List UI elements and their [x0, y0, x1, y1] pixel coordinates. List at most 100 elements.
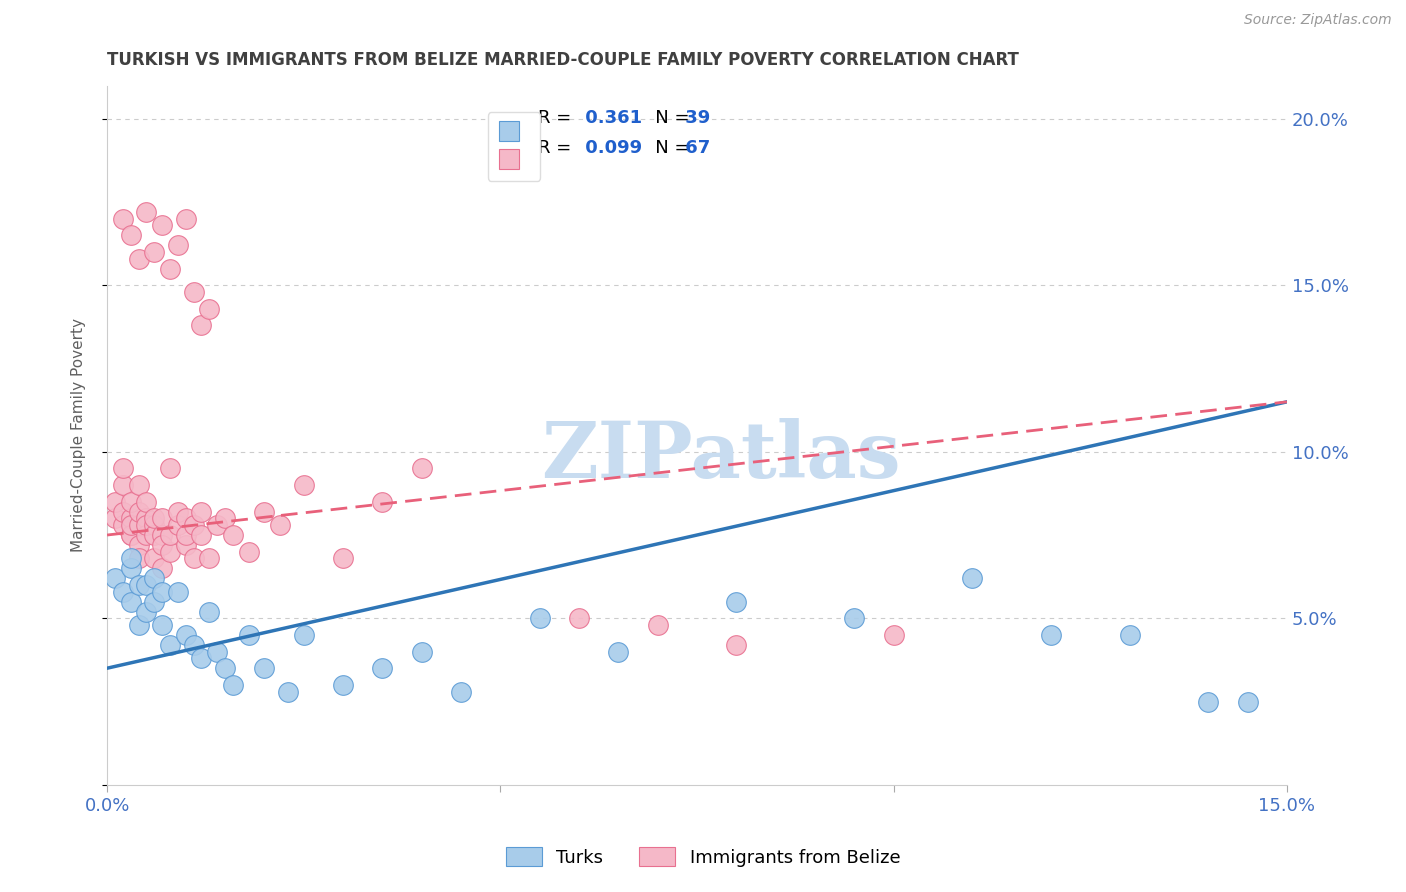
- Point: [529, 611, 551, 625]
- Point: [167, 505, 190, 519]
- Point: [120, 594, 142, 608]
- Point: [450, 684, 472, 698]
- Text: N =: N =: [638, 110, 696, 128]
- Point: [128, 538, 150, 552]
- Point: [214, 661, 236, 675]
- Point: [120, 228, 142, 243]
- Point: [143, 518, 166, 533]
- Point: [120, 528, 142, 542]
- Point: [150, 528, 173, 542]
- Point: [174, 538, 197, 552]
- Text: 0.099: 0.099: [579, 139, 643, 158]
- Point: [120, 494, 142, 508]
- Point: [183, 518, 205, 533]
- Point: [135, 494, 157, 508]
- Point: [135, 528, 157, 542]
- Point: [292, 628, 315, 642]
- Point: [371, 661, 394, 675]
- Point: [104, 511, 127, 525]
- Point: [725, 638, 748, 652]
- Point: [135, 511, 157, 525]
- Point: [111, 518, 134, 533]
- Point: [111, 211, 134, 226]
- Point: [292, 478, 315, 492]
- Point: [167, 584, 190, 599]
- Point: [150, 618, 173, 632]
- Text: R =: R =: [537, 139, 576, 158]
- Point: [198, 551, 221, 566]
- Point: [135, 205, 157, 219]
- Point: [205, 644, 228, 658]
- Text: 67: 67: [679, 139, 710, 158]
- Point: [883, 628, 905, 642]
- Point: [111, 461, 134, 475]
- Point: [111, 584, 134, 599]
- Point: [150, 219, 173, 233]
- Text: ZIPatlas: ZIPatlas: [541, 418, 900, 494]
- Point: [128, 518, 150, 533]
- Point: [150, 584, 173, 599]
- Point: [332, 551, 354, 566]
- Point: [183, 551, 205, 566]
- Point: [647, 618, 669, 632]
- Point: [143, 528, 166, 542]
- Point: [371, 494, 394, 508]
- Point: [1197, 694, 1219, 708]
- Point: [128, 578, 150, 592]
- Point: [120, 511, 142, 525]
- Point: [159, 528, 181, 542]
- Point: [198, 301, 221, 316]
- Point: [128, 252, 150, 266]
- Point: [143, 571, 166, 585]
- Point: [128, 618, 150, 632]
- Point: [277, 684, 299, 698]
- Point: [159, 544, 181, 558]
- Point: [150, 538, 173, 552]
- Point: [104, 494, 127, 508]
- Point: [120, 561, 142, 575]
- Point: [150, 511, 173, 525]
- Text: R =: R =: [537, 110, 576, 128]
- Point: [128, 478, 150, 492]
- Point: [143, 594, 166, 608]
- Point: [253, 661, 276, 675]
- Point: [159, 261, 181, 276]
- Point: [190, 505, 212, 519]
- Point: [135, 518, 157, 533]
- Point: [111, 478, 134, 492]
- Point: [143, 551, 166, 566]
- Point: [205, 518, 228, 533]
- Point: [111, 505, 134, 519]
- Point: [183, 638, 205, 652]
- Point: [411, 461, 433, 475]
- Point: [190, 318, 212, 333]
- Point: [120, 528, 142, 542]
- Legend: Turks, Immigrants from Belize: Turks, Immigrants from Belize: [498, 840, 908, 874]
- Point: [238, 544, 260, 558]
- Point: [844, 611, 866, 625]
- Text: N =: N =: [638, 139, 696, 158]
- Point: [962, 571, 984, 585]
- Point: [174, 528, 197, 542]
- Point: [253, 505, 276, 519]
- Point: [174, 511, 197, 525]
- Point: [214, 511, 236, 525]
- Point: [238, 628, 260, 642]
- Point: [120, 518, 142, 533]
- Text: 0.361: 0.361: [579, 110, 643, 128]
- Point: [143, 511, 166, 525]
- Point: [120, 551, 142, 566]
- Point: [269, 518, 291, 533]
- Point: [167, 238, 190, 252]
- Point: [607, 644, 630, 658]
- Point: [150, 561, 173, 575]
- Point: [135, 578, 157, 592]
- Point: [198, 605, 221, 619]
- Point: [1118, 628, 1140, 642]
- Point: [568, 611, 591, 625]
- Point: [159, 638, 181, 652]
- Y-axis label: Married-Couple Family Poverty: Married-Couple Family Poverty: [72, 318, 86, 552]
- Point: [411, 644, 433, 658]
- Point: [128, 551, 150, 566]
- Point: [1039, 628, 1062, 642]
